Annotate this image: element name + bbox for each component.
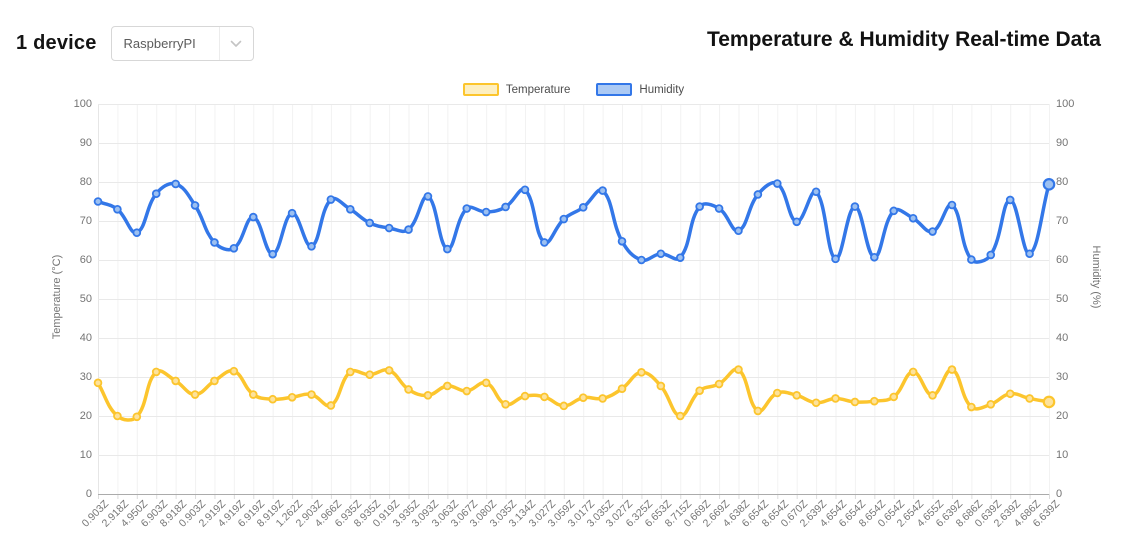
y-axis-right-title: Humidity (%) bbox=[1090, 245, 1102, 309]
y-right-tick-40: 40 bbox=[1056, 332, 1069, 344]
y-left-tick-60: 60 bbox=[79, 254, 92, 266]
page-title: Temperature & Humidity Real-time Data bbox=[706, 28, 1101, 51]
y-right-tick-20: 20 bbox=[1056, 410, 1069, 422]
y-left-tick-90: 90 bbox=[79, 137, 92, 149]
y-left-tick-40: 40 bbox=[79, 332, 92, 344]
y-right-tick-30: 30 bbox=[1056, 371, 1069, 383]
y-right-tick-0: 0 bbox=[1056, 488, 1063, 500]
y-right-tick-60: 60 bbox=[1056, 254, 1069, 266]
y-right-tick-10: 10 bbox=[1056, 449, 1069, 461]
legend-item-humidity[interactable]: Humidity bbox=[596, 83, 684, 96]
chart-canvas[interactable] bbox=[92, 104, 1058, 506]
humidity-legend-swatch bbox=[596, 83, 633, 96]
y-right-tick-80: 80 bbox=[1056, 176, 1069, 188]
y-left-tick-80: 80 bbox=[79, 176, 92, 188]
device-selector-chevron-box[interactable] bbox=[218, 27, 253, 60]
chart-legend: Temperature Humidity bbox=[98, 83, 1049, 96]
legend-item-temperature[interactable]: Temperature bbox=[462, 83, 571, 96]
temperature-legend-label: Temperature bbox=[505, 83, 571, 96]
device-selector[interactable]: RaspberryPI bbox=[110, 26, 254, 61]
y-right-tick-70: 70 bbox=[1056, 215, 1069, 227]
chevron-down-icon bbox=[230, 40, 242, 47]
y-left-tick-100: 100 bbox=[73, 98, 92, 110]
device-selector-value: RaspberryPI bbox=[123, 36, 196, 51]
y-left-tick-70: 70 bbox=[79, 215, 92, 227]
y-left-tick-50: 50 bbox=[79, 293, 92, 305]
y-right-tick-50: 50 bbox=[1056, 293, 1069, 305]
y-axis-left-title: Temperature (°C) bbox=[51, 254, 63, 340]
y-left-tick-10: 10 bbox=[79, 449, 92, 461]
header-left: 1 device RaspberryPI bbox=[16, 26, 254, 61]
y-left-tick-30: 30 bbox=[79, 371, 92, 383]
y-left-tick-0: 0 bbox=[85, 488, 92, 500]
y-right-tick-90: 90 bbox=[1056, 137, 1069, 149]
device-count-label: 1 device bbox=[16, 32, 97, 54]
y-right-tick-100: 100 bbox=[1056, 98, 1075, 110]
humidity-legend-label: Humidity bbox=[639, 83, 685, 96]
temperature-legend-swatch bbox=[462, 83, 499, 96]
y-left-tick-20: 20 bbox=[79, 410, 92, 422]
